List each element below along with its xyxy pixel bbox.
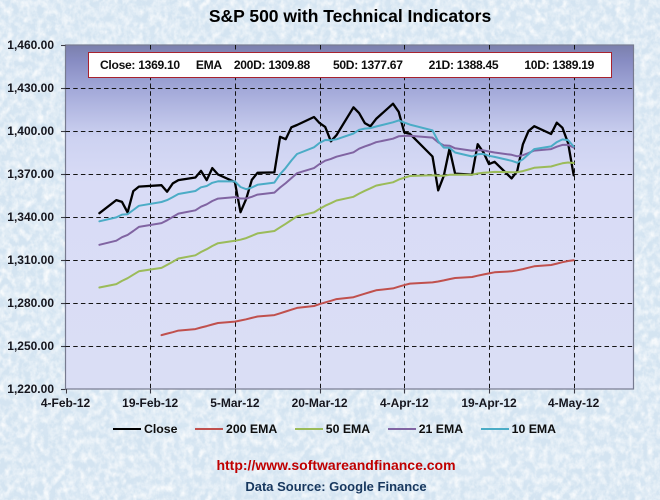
y-axis-tick-label: 1,220.00 <box>7 382 54 396</box>
website-url: http://www.softwareandfinance.com <box>216 456 456 473</box>
y-axis-tick-label: 1,340.00 <box>7 210 54 224</box>
x-axis-tick-label: 19-Feb-12 <box>122 396 179 410</box>
legend-swatch-200-ema <box>195 427 223 431</box>
series-line-200-ema <box>160 259 575 337</box>
legend-label: Close <box>144 422 178 436</box>
indicator-summary-item: 21D: 1388.45 <box>428 58 499 72</box>
series-line-50-ema <box>98 161 575 289</box>
legend-label: 50 EMA <box>325 422 371 436</box>
legend-item-50-ema: 50 EMA <box>294 422 371 436</box>
legend-swatch-21-ema <box>387 427 416 431</box>
legend-item-10-ema: 10 EMA <box>480 422 557 436</box>
legend-item-close: Close <box>113 422 178 436</box>
y-axis-tick-label: 1,370.00 <box>7 167 54 181</box>
legend-item-21-ema: 21 EMA <box>387 422 464 436</box>
x-axis-tick-label: 4-Apr-12 <box>379 396 429 410</box>
y-axis-tick-label: 1,460.00 <box>7 38 54 52</box>
legend: Close 200 EMA 50 EMA 21 EMA 10 EMA <box>113 422 556 436</box>
series-lines <box>98 102 575 337</box>
indicator-summary-item: 50D: 1377.67 <box>332 58 403 72</box>
y-axis-tick-label: 1,280.00 <box>7 296 54 310</box>
x-axis-tick-label: 5-Mar-12 <box>210 396 260 410</box>
series-line-10-ema <box>98 119 575 223</box>
legend-label: 200 EMA <box>226 422 278 436</box>
legend-swatch-close <box>113 427 141 431</box>
y-axis-tick-label: 1,430.00 <box>7 81 54 95</box>
x-axis-tick-label: 19-Apr-12 <box>461 396 517 410</box>
legend-swatch-50-ema <box>294 427 323 431</box>
series-line-21-ema <box>98 134 575 246</box>
indicator-summary-item: EMA <box>195 58 222 72</box>
legend-label: 21 EMA <box>418 422 464 436</box>
gridlines <box>65 45 634 389</box>
x-axis-tick-label: 4-May-12 <box>548 396 600 410</box>
data-source-caption: Data Source: Google Finance <box>245 479 427 494</box>
x-axis-tick-label: 4-Feb-12 <box>40 396 91 410</box>
indicator-summary-item: 200D: 1309.88 <box>233 58 310 72</box>
x-axis-tick-label: 20-Mar-12 <box>291 396 348 410</box>
indicator-summary-item: Close: 1369.10 <box>100 58 180 72</box>
legend-swatch-10-ema <box>480 427 509 431</box>
legend-label: 10 EMA <box>511 422 557 436</box>
y-axis-tick-label: 1,400.00 <box>7 124 54 138</box>
y-axis-tick-label: 1,310.00 <box>7 253 54 267</box>
axis-ticks <box>61 44 576 394</box>
indicator-summary-item: 10D: 1389.19 <box>524 58 595 72</box>
chart-title: S&P 500 with Technical Indicators <box>208 6 492 26</box>
y-axis-tick-label: 1,250.00 <box>7 339 54 353</box>
indicator-summary-box: Close: 1369.10 EMA 200D: 1309.88 50D: 1377.… <box>88 52 612 78</box>
series-line-close <box>98 102 575 215</box>
legend-item-200-ema: 200 EMA <box>195 422 277 436</box>
